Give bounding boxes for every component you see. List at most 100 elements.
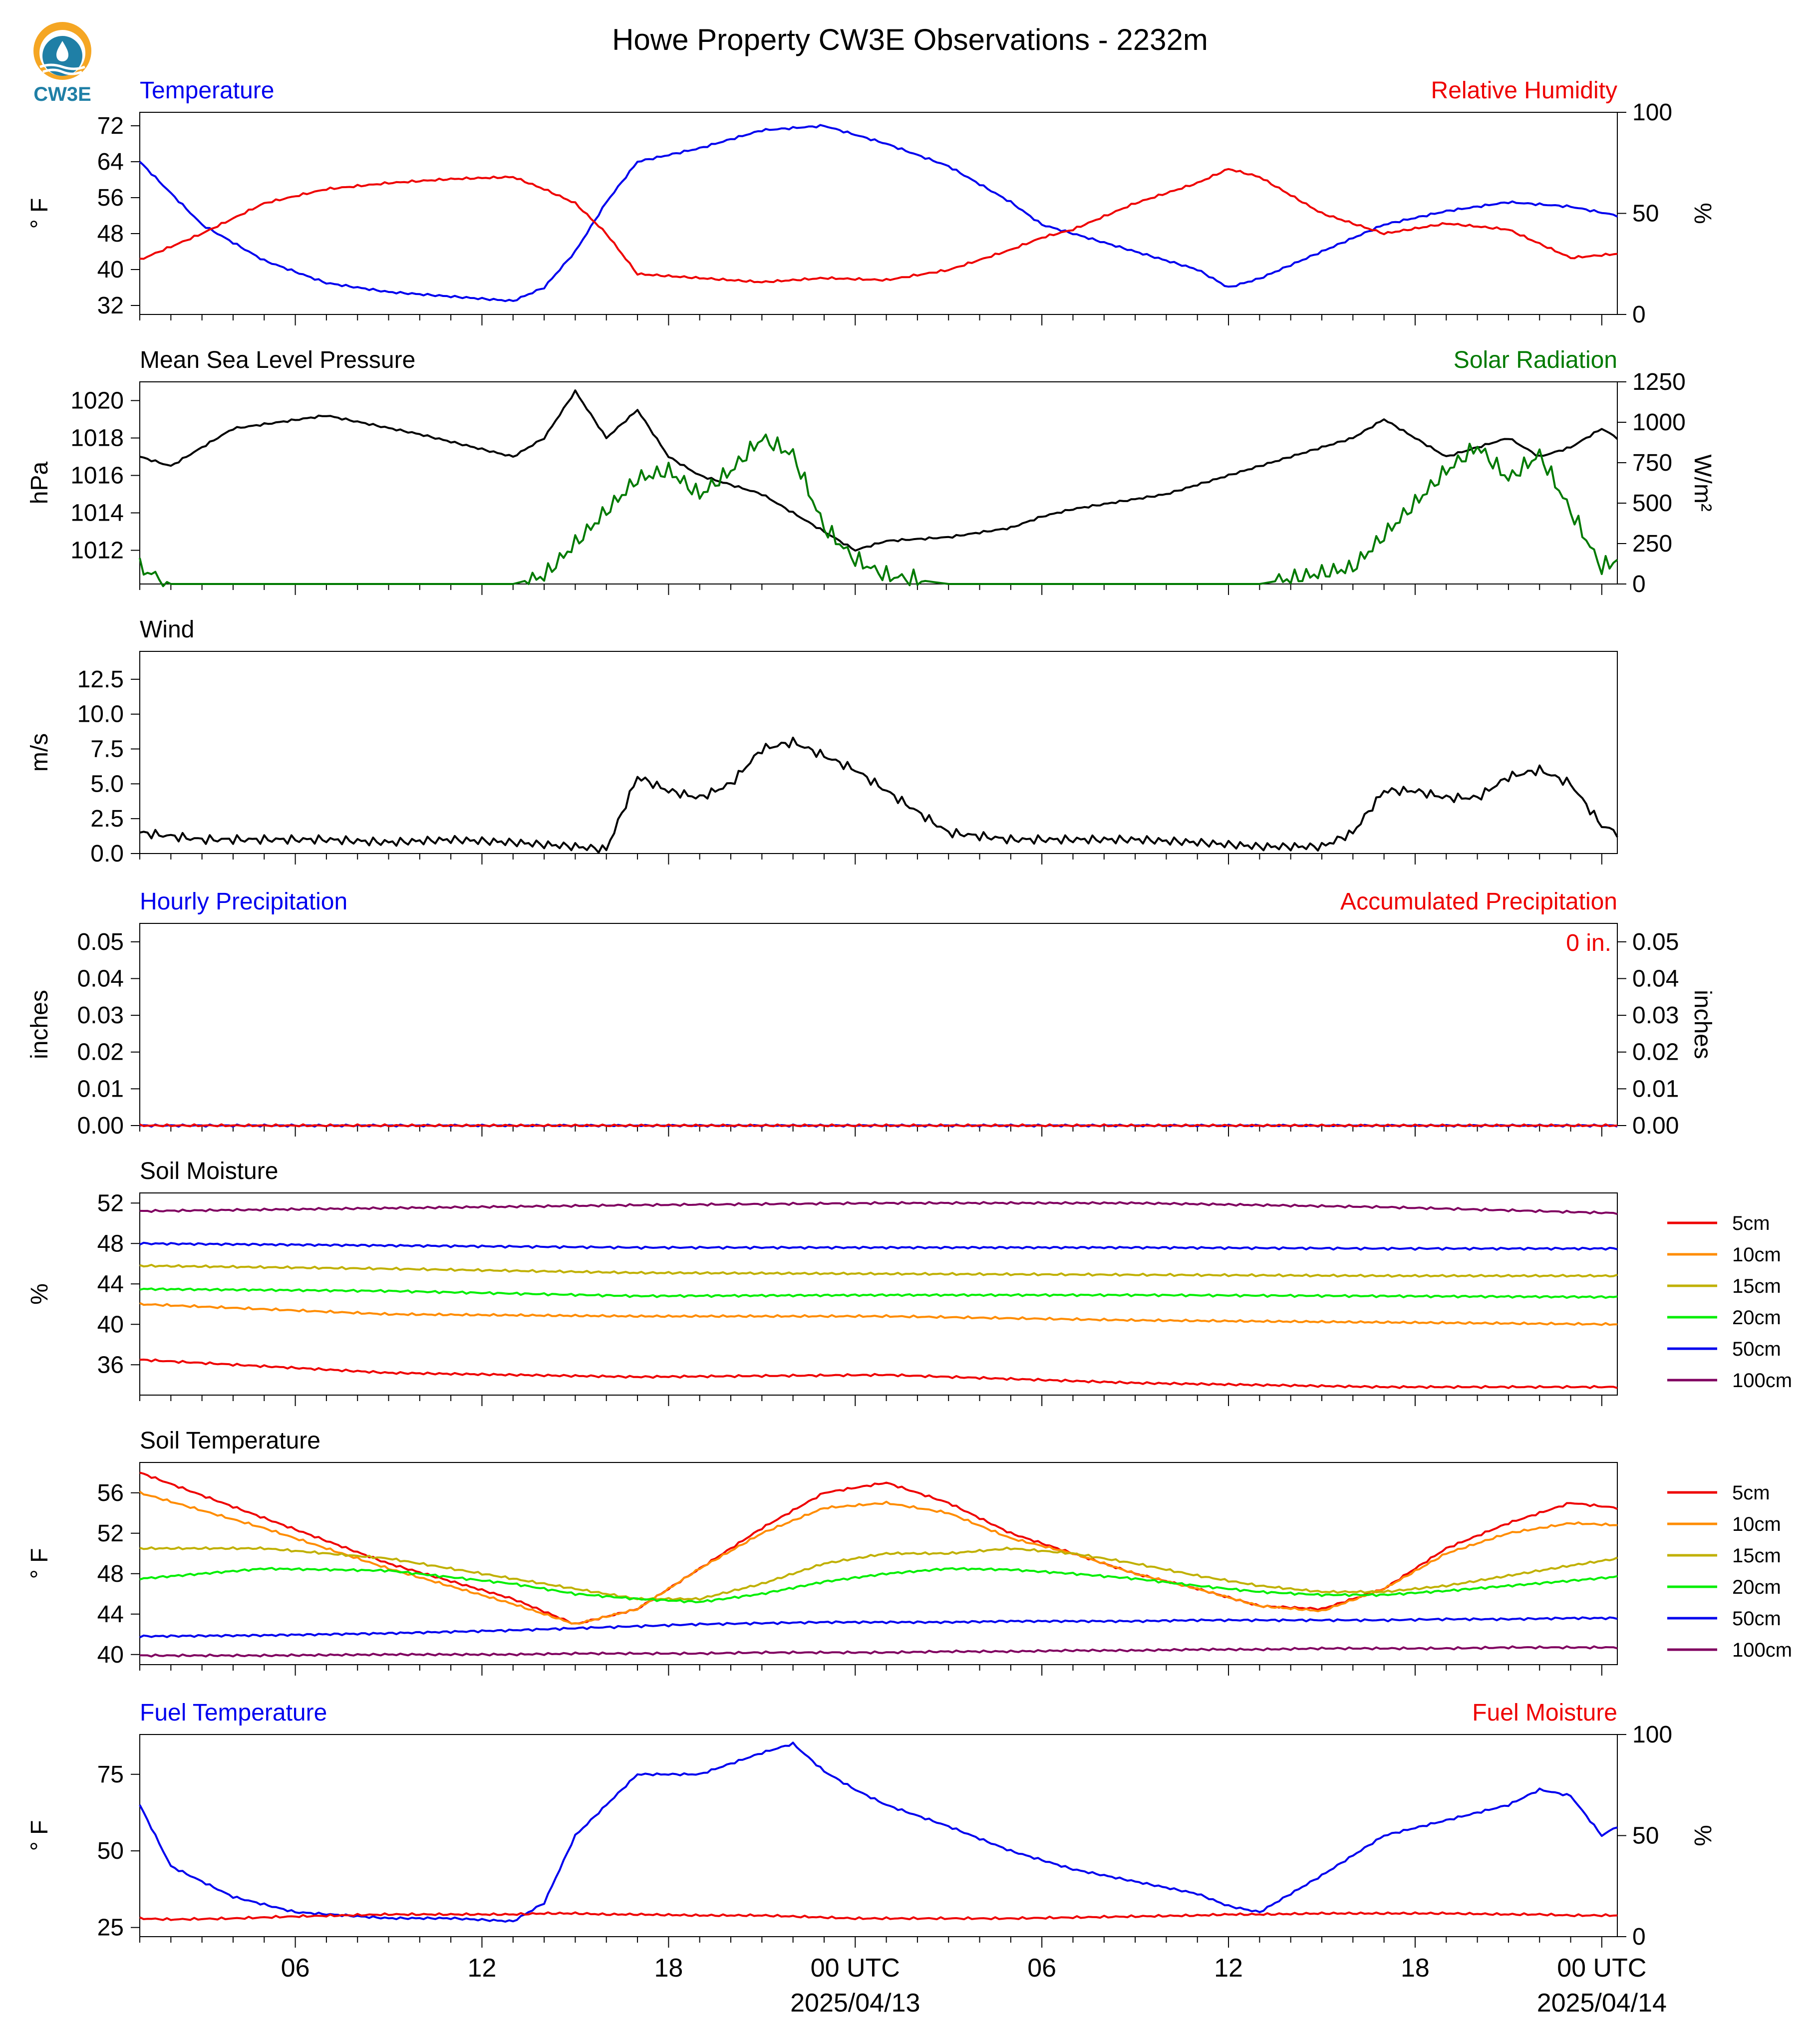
series-line-10cm	[139, 1490, 1618, 1625]
legend-label: 50cm	[1732, 1338, 1781, 1360]
y-tick-label-left: 0.04	[77, 965, 124, 992]
series-line-mean-sea-level-pressure	[139, 389, 1618, 552]
y-tick-label-left: 48	[97, 221, 124, 247]
y-tick-label-left: 1016	[70, 463, 124, 489]
plot-frame	[139, 381, 1618, 584]
y-tick-label-left: 40	[97, 1311, 124, 1338]
y-tick-label-left: 48	[97, 1561, 124, 1587]
plot-frame	[139, 923, 1618, 1126]
y-tick-label-left: 56	[97, 185, 124, 211]
y-tick-label-right: 0	[1632, 301, 1646, 328]
y-tick-label-left: 32	[97, 292, 124, 319]
panel-1	[131, 381, 1626, 595]
x-date-label: 2025/04/13	[790, 1989, 920, 2018]
x-tick-label: 12	[468, 1954, 497, 1983]
y-tick-label-right: 0.02	[1632, 1039, 1679, 1066]
y-axis-label-right: %	[1689, 1825, 1716, 1846]
y-axis-label-right: W/m²	[1689, 454, 1716, 512]
y-tick-label-left: 64	[97, 149, 124, 175]
series-line-50cm	[139, 1241, 1618, 1251]
panel-2	[131, 651, 1618, 865]
y-tick-label-left: 0.0	[90, 841, 124, 867]
y-tick-label-left: 72	[97, 113, 124, 139]
legend-label: 5cm	[1732, 1482, 1770, 1504]
series-line-100cm	[139, 1645, 1618, 1658]
x-tick-label: 00 UTC	[811, 1954, 900, 1983]
panel-title-right: Relative Humidity	[1431, 77, 1617, 104]
y-tick-label-right: 0.05	[1632, 929, 1679, 955]
panel-5	[131, 1462, 1717, 1676]
y-tick-label-left: 40	[97, 257, 124, 283]
y-tick-label-right: 50	[1632, 201, 1659, 227]
series-line-5cm	[139, 1471, 1618, 1625]
series-line-15cm	[139, 1546, 1618, 1601]
y-tick-label-left: 2.5	[90, 806, 124, 832]
y-axis-label-left: hPa	[26, 461, 53, 504]
panel-title-left: Soil Temperature	[140, 1428, 320, 1454]
series-line-5cm	[139, 1358, 1618, 1389]
x-tick-label: 18	[654, 1954, 683, 1983]
y-tick-label-left: 36	[97, 1352, 124, 1378]
panel-4	[131, 1192, 1717, 1406]
series-line-10cm	[139, 1302, 1618, 1326]
y-axis-label-left: inches	[26, 990, 53, 1059]
y-axis-label-left: %	[26, 1283, 53, 1305]
y-tick-label-left: 0.02	[77, 1039, 124, 1066]
panel-title-right: Solar Radiation	[1454, 347, 1617, 373]
y-tick-label-right: 100	[1632, 99, 1672, 126]
y-tick-label-left: 12.5	[77, 666, 124, 693]
legend-label: 20cm	[1732, 1307, 1781, 1329]
y-tick-label-left: 0.01	[77, 1076, 124, 1102]
x-tick-label: 06	[281, 1954, 310, 1983]
panel-title-right: Accumulated Precipitation	[1340, 888, 1617, 915]
panel-title-right: Fuel Moisture	[1472, 1700, 1617, 1726]
series-line-15cm	[139, 1264, 1618, 1278]
figure-title: Howe Property CW3E Observations - 2232m	[612, 23, 1208, 56]
y-axis-label-left: ° F	[26, 198, 53, 229]
x-date-label: 2025/04/14	[1537, 1989, 1667, 2018]
y-axis-label-right: inches	[1689, 990, 1716, 1059]
y-tick-label-left: 52	[97, 1520, 124, 1547]
cw3e-logo: CW3E	[25, 15, 100, 105]
x-tick-label: 12	[1214, 1954, 1243, 1983]
y-tick-label-left: 7.5	[90, 736, 124, 763]
legend-label: 100cm	[1732, 1370, 1792, 1392]
logo-text: CW3E	[33, 83, 91, 105]
y-tick-label-right: 0.03	[1632, 1002, 1679, 1029]
x-tick-label: 18	[1401, 1954, 1430, 1983]
plot-frame	[139, 1192, 1618, 1396]
panel-title-left: Fuel Temperature	[140, 1700, 327, 1726]
legend-label: 10cm	[1732, 1513, 1781, 1535]
panel-3	[131, 923, 1626, 1137]
panel-title-left: Hourly Precipitation	[140, 888, 347, 915]
panel-6	[131, 1734, 1626, 1948]
y-axis-label-left: ° F	[26, 1820, 53, 1851]
y-tick-label-left: 40	[97, 1642, 124, 1668]
accumulated-precip-label: 0 in.	[1566, 930, 1611, 956]
y-tick-label-left: 0.00	[77, 1113, 124, 1139]
series-line-accumulated-precipitation	[139, 1123, 1618, 1128]
series-line-solar-radiation	[139, 433, 1618, 587]
y-tick-label-right: 250	[1632, 531, 1672, 557]
panel-title-left: Temperature	[140, 77, 274, 104]
y-tick-label-right: 0	[1632, 571, 1646, 597]
legend-label: 50cm	[1732, 1608, 1781, 1630]
y-tick-label-right: 1250	[1632, 369, 1686, 395]
panel-0	[131, 112, 1626, 325]
legend-label: 20cm	[1732, 1576, 1781, 1598]
y-tick-label-right: 100	[1632, 1722, 1672, 1748]
y-tick-label-left: 56	[97, 1480, 124, 1506]
legend-label: 100cm	[1732, 1639, 1792, 1661]
series-line-fuel-moisture	[139, 1911, 1618, 1921]
series-line-fuel-temperature	[139, 1741, 1618, 1923]
y-tick-label-left: 1020	[70, 388, 124, 414]
y-tick-label-left: 5.0	[90, 771, 124, 797]
y-tick-label-left: 10.0	[77, 701, 124, 728]
y-tick-label-right: 50	[1632, 1823, 1659, 1849]
y-axis-label-left: m/s	[26, 733, 53, 772]
legend-label: 10cm	[1732, 1244, 1781, 1266]
series-line-wind	[139, 736, 1618, 854]
series-line-temperature	[139, 124, 1618, 302]
y-tick-label-left: 0.05	[77, 929, 124, 955]
